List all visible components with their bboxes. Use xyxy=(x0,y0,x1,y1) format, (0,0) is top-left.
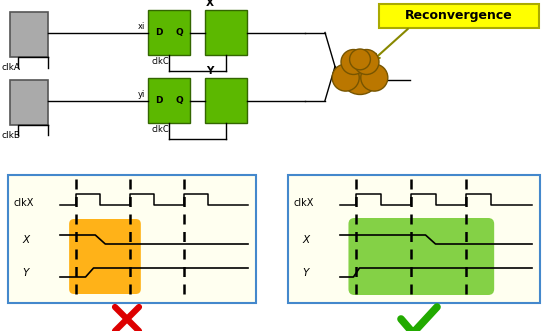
FancyBboxPatch shape xyxy=(148,78,190,123)
Text: Y: Y xyxy=(206,66,214,76)
Text: Y: Y xyxy=(302,268,309,278)
Text: yi: yi xyxy=(138,90,145,99)
Text: clkX: clkX xyxy=(14,198,35,208)
Text: xi: xi xyxy=(138,22,145,31)
FancyBboxPatch shape xyxy=(205,78,247,123)
Text: Reconvergence: Reconvergence xyxy=(405,10,513,23)
Text: clkC: clkC xyxy=(151,57,169,66)
Text: Q: Q xyxy=(176,96,184,105)
Text: D: D xyxy=(155,96,163,105)
Text: clkA: clkA xyxy=(2,64,21,72)
FancyBboxPatch shape xyxy=(10,12,48,57)
FancyBboxPatch shape xyxy=(288,175,540,303)
Text: X: X xyxy=(22,235,29,245)
FancyBboxPatch shape xyxy=(349,218,494,295)
Text: X: X xyxy=(302,235,309,245)
FancyBboxPatch shape xyxy=(69,219,141,294)
Text: clkC: clkC xyxy=(151,124,169,133)
FancyBboxPatch shape xyxy=(379,4,539,28)
Text: clkX: clkX xyxy=(294,198,315,208)
FancyBboxPatch shape xyxy=(8,175,256,303)
Text: Y: Y xyxy=(22,268,29,278)
FancyBboxPatch shape xyxy=(10,80,48,125)
Text: X: X xyxy=(206,0,214,8)
FancyBboxPatch shape xyxy=(205,10,247,55)
Text: clkB: clkB xyxy=(2,130,21,139)
FancyBboxPatch shape xyxy=(148,10,190,55)
Text: Q: Q xyxy=(176,28,184,37)
Text: D: D xyxy=(155,28,163,37)
